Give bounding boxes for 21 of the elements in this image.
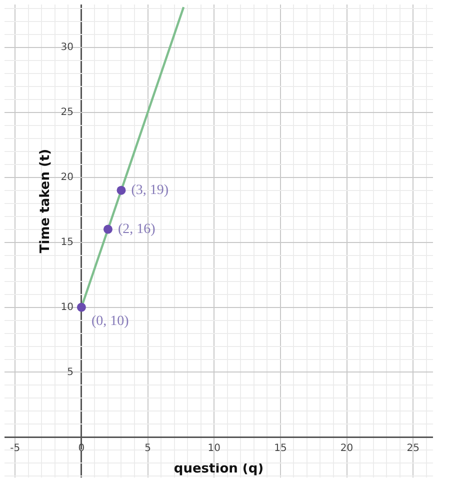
y-tick-label: 25	[60, 106, 74, 118]
y-axis-title: Time taken (t)	[38, 148, 53, 254]
x-axis-title: question (q)	[174, 461, 264, 476]
y-tick-label: 20	[60, 172, 74, 183]
point	[76, 302, 86, 312]
x-tick-label: 0	[78, 442, 85, 454]
x-tick-label: 20	[340, 442, 354, 454]
point	[116, 186, 126, 195]
x-tick-label: 25	[406, 442, 420, 454]
annotation: (3, 19)	[131, 182, 169, 198]
y-tick-label: 30	[60, 42, 74, 53]
y-tick-label: 5	[67, 366, 74, 378]
y-tick-label: 15	[60, 236, 74, 248]
annotation: (2, 16)	[118, 222, 156, 237]
x-tick-label: -5	[10, 442, 20, 454]
x-tick-label: 15	[274, 442, 287, 454]
y-tick-label: 10	[60, 302, 74, 313]
point	[103, 224, 112, 234]
annotation: (0, 10)	[91, 314, 130, 329]
x-tick-label: 5	[144, 442, 151, 454]
x-tick-label: 10	[208, 442, 220, 454]
